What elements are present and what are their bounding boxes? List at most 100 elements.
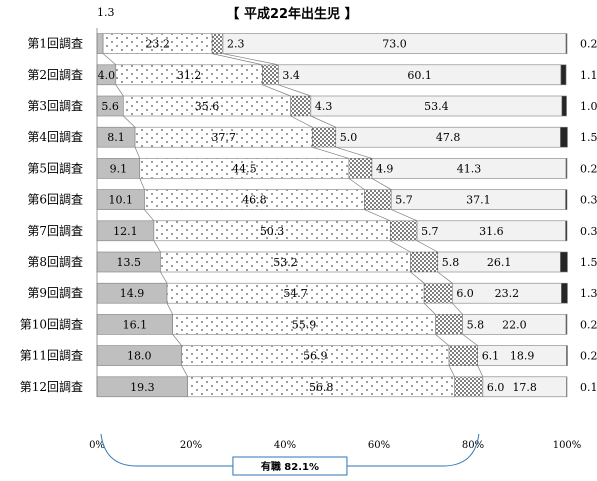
connector-line — [452, 302, 463, 315]
value-label-s3: 5.8 — [467, 318, 485, 331]
connector-line — [115, 84, 124, 97]
category-label: 第6回調査 — [27, 193, 83, 207]
category-labels: 第1回調査第2回調査第3回調査第4回調査第5回調査第6回調査第7回調査第8回調査… — [20, 37, 83, 394]
value-label-s2: 56.9 — [303, 350, 328, 363]
category-label: 第5回調査 — [27, 161, 83, 175]
bar-s3-6 — [364, 189, 392, 210]
value-label-s2: 53.2 — [273, 256, 298, 269]
connector-line — [477, 365, 484, 377]
value-label-s3: 5.7 — [395, 194, 413, 207]
value-label-s4: 18.9 — [510, 350, 535, 363]
value-label-s3: 6.0 — [487, 381, 505, 394]
value-label-s5: 1.3 — [580, 287, 597, 300]
connector-line — [462, 334, 478, 346]
connector-line — [416, 240, 438, 253]
bar-s3-4 — [311, 126, 337, 148]
connector-line — [212, 53, 263, 66]
connector-line — [134, 147, 141, 159]
value-label-s3: 5.7 — [421, 225, 439, 238]
value-label-s5: 0.3 — [580, 194, 597, 207]
value-label-s2: 44.5 — [232, 162, 257, 175]
bar-s5-9 — [561, 282, 568, 304]
value-label-s5: 1.0 — [580, 100, 597, 113]
connector-line — [312, 146, 350, 159]
value-label-s4: 73.0 — [382, 38, 407, 51]
value-label-s1: 14.9 — [120, 287, 145, 300]
value-label-s3: 4.3 — [315, 100, 333, 113]
value-label-s1: 8.1 — [107, 131, 125, 144]
bar-s3-3 — [290, 95, 312, 117]
value-label-s2: 56.8 — [309, 381, 334, 394]
value-label-s1: 1.3 — [97, 6, 115, 19]
value-label-s1: 4.0 — [98, 69, 116, 82]
bar-s1-1 — [96, 33, 104, 54]
value-label-s4: 41.3 — [457, 162, 482, 175]
value-label-s2: 23.2 — [145, 38, 170, 51]
value-label-s5: 0.2 — [580, 350, 597, 363]
category-label: 第2回調査 — [27, 68, 83, 82]
value-label-s4: 22.0 — [502, 318, 527, 331]
category-label: 第3回調査 — [27, 99, 83, 113]
bar-s3-8 — [410, 251, 439, 273]
connector-line — [102, 53, 117, 66]
bar-s5-8 — [560, 251, 568, 273]
category-label: 第7回調査 — [27, 224, 83, 238]
value-label-s4: 60.1 — [407, 69, 432, 82]
connector-line — [139, 178, 145, 190]
connector-line — [364, 209, 391, 222]
category-label: 第11回調査 — [20, 349, 83, 363]
value-label-s5: 1.5 — [580, 256, 597, 269]
chart-title: 【 平成22年出生児 】 — [226, 6, 357, 22]
value-label-s4: 53.4 — [424, 100, 449, 113]
value-label-s4: 31.6 — [479, 225, 504, 238]
value-label-s2: 54.7 — [283, 287, 308, 300]
category-label: 第12回調査 — [20, 380, 83, 394]
value-label-s1: 13.5 — [116, 256, 141, 269]
connector-line — [448, 365, 455, 377]
connector-line — [290, 115, 313, 128]
value-label-s2: 35.6 — [195, 100, 220, 113]
connector-lines — [102, 53, 484, 377]
value-label-s3: 4.9 — [376, 162, 394, 175]
bar-s5-2 — [560, 64, 567, 86]
bar-s3-9 — [423, 282, 453, 304]
category-label: 第1回調査 — [27, 37, 83, 51]
category-label: 第8回調査 — [27, 255, 83, 269]
connector-line — [166, 303, 173, 315]
connector-line — [262, 84, 291, 97]
value-label-s5: 0.3 — [580, 225, 597, 238]
value-label-s2: 37.7 — [211, 131, 236, 144]
bar-s5-7 — [565, 220, 568, 242]
bar-s5-6 — [565, 189, 568, 210]
connector-line — [390, 240, 411, 253]
connector-line — [144, 209, 155, 222]
value-label-s3: 2.3 — [227, 38, 245, 51]
category-label: 第4回調査 — [27, 130, 83, 144]
x-tick-label: 0% — [89, 440, 105, 451]
value-label-s1: 16.1 — [123, 318, 148, 331]
value-label-s4: 17.8 — [512, 381, 537, 394]
bar-s5-11 — [566, 345, 568, 366]
value-label-s1: 12.1 — [113, 225, 138, 238]
bar-s3-10 — [435, 314, 463, 335]
value-label-s1: 19.3 — [130, 381, 155, 394]
value-label-s1: 10.1 — [108, 194, 133, 207]
connector-line — [391, 209, 418, 222]
bar-s3-5 — [348, 158, 373, 179]
bar-s3-1 — [211, 33, 224, 54]
bar-s3-12 — [454, 376, 484, 398]
connector-line — [435, 334, 450, 346]
bar-s3-2 — [262, 64, 279, 86]
bar-s5-5 — [565, 158, 568, 179]
x-tick-label: 60% — [368, 440, 390, 451]
bars — [96, 33, 568, 398]
connector-line — [348, 178, 365, 190]
value-label-s5: 1.1 — [580, 69, 597, 82]
value-label-s5: 1.5 — [580, 131, 597, 144]
value-label-s5: 0.2 — [580, 318, 597, 331]
value-label-s1: 9.1 — [110, 162, 128, 175]
bar-s5-4 — [560, 126, 568, 148]
x-tick-label: 80% — [462, 440, 484, 451]
category-label: 第9回調査 — [27, 286, 83, 300]
